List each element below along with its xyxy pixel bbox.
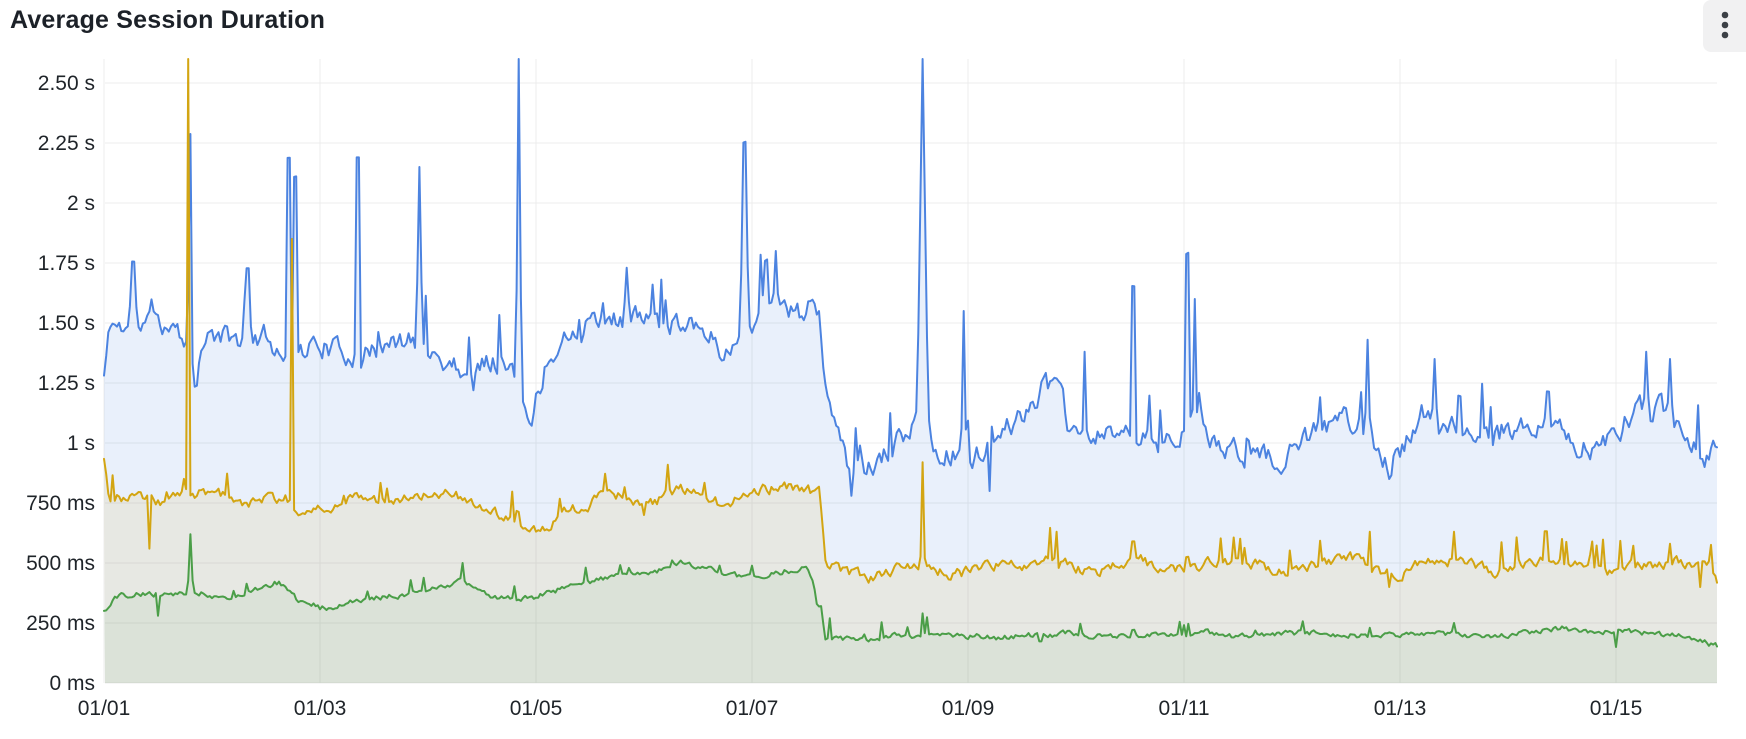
x-tick-label: 01/01	[78, 697, 131, 720]
x-tick-label: 01/09	[942, 697, 995, 720]
kebab-menu-icon	[1721, 11, 1728, 39]
y-tick-label: 1 s	[67, 432, 95, 455]
x-tick-label: 01/15	[1590, 697, 1643, 720]
series-blue-line	[103, 58, 1718, 497]
y-tick-label: 750 ms	[26, 492, 95, 515]
y-tick-label: 0 ms	[49, 672, 95, 695]
x-tick-label: 01/05	[510, 697, 563, 720]
series-yellow-line	[103, 58, 1718, 588]
y-tick-label: 2.50 s	[38, 72, 95, 95]
y-tick-label: 2.25 s	[38, 132, 95, 155]
y-tick-label: 500 ms	[26, 552, 95, 575]
series-green-line	[103, 533, 1718, 648]
series-green-area	[104, 534, 1717, 683]
panel-title: Average Session Duration	[10, 6, 326, 34]
x-tick-label: 01/11	[1159, 697, 1210, 720]
y-tick-label: 1.25 s	[38, 372, 95, 395]
y-tick-label: 1.50 s	[38, 312, 95, 335]
x-tick-label: 01/07	[726, 697, 779, 720]
series-blue-area	[104, 59, 1717, 683]
panel-menu-button[interactable]	[1703, 0, 1746, 52]
x-tick-label: 01/03	[294, 697, 347, 720]
series-yellow-area	[104, 59, 1717, 683]
y-tick-label: 1.75 s	[38, 252, 95, 275]
y-tick-label: 250 ms	[26, 612, 95, 635]
y-tick-label: 2 s	[67, 192, 95, 215]
panel-header: Average Session Duration	[10, 6, 1746, 50]
x-tick-label: 01/13	[1374, 697, 1427, 720]
